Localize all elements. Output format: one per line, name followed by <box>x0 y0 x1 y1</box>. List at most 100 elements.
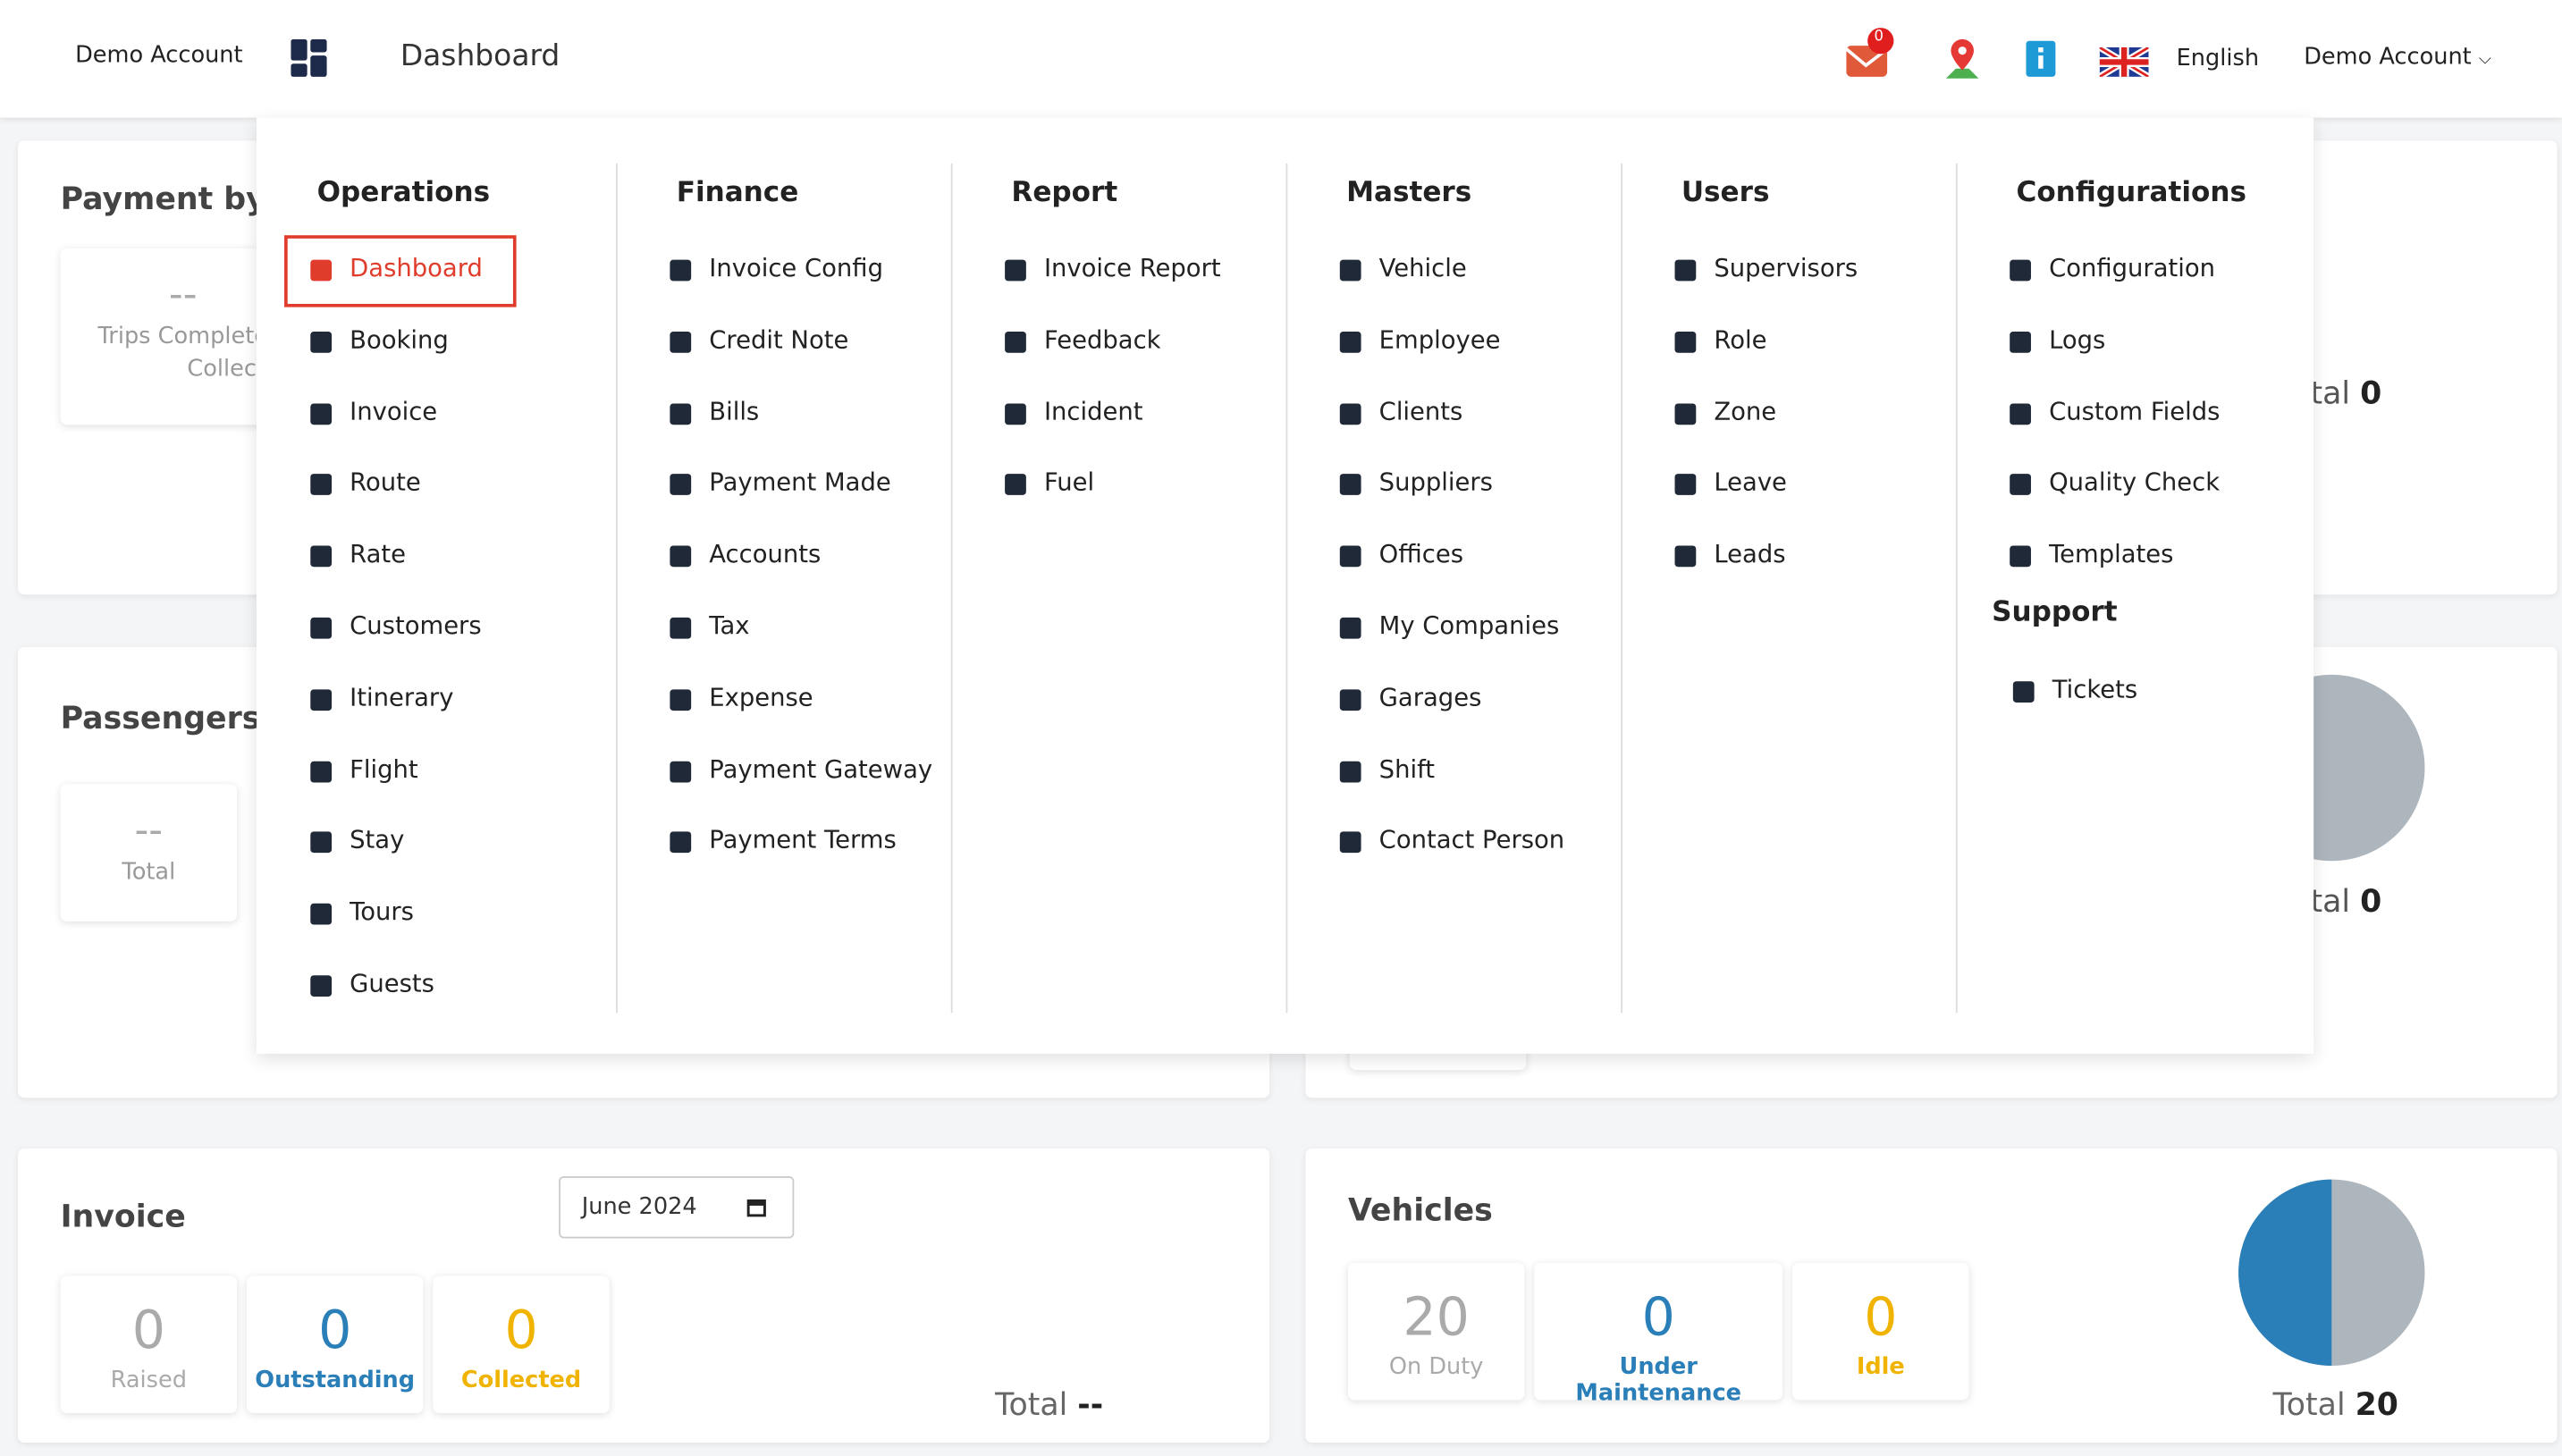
menu-icon <box>1674 331 1697 353</box>
menu-icon <box>1339 761 1361 782</box>
menu-item[interactable]: Employee <box>1378 324 1501 355</box>
menu-item[interactable]: Customers <box>350 610 482 641</box>
menu-item[interactable]: Credit Note <box>709 324 849 355</box>
menu-item[interactable]: Shift <box>1378 753 1436 784</box>
stat-value: 20 <box>1403 1285 1470 1348</box>
stat-label: On Duty <box>1388 1354 1484 1381</box>
menu-item[interactable]: Payment Terms <box>709 825 897 855</box>
menu-item[interactable]: Itinerary <box>350 682 454 712</box>
stat-box: 20 On Duty <box>1347 1262 1525 1401</box>
menu-item[interactable]: Invoice Config <box>709 253 883 283</box>
menu-icon <box>1339 832 1361 854</box>
menu-icon <box>2012 681 2035 703</box>
menu-item[interactable]: Offices <box>1378 539 1464 569</box>
menu-heading: Support <box>1992 596 2118 629</box>
menu-item[interactable]: Tours <box>350 896 414 927</box>
menu-icon <box>1674 402 1697 425</box>
total-label: Total 20 <box>2272 1387 2398 1423</box>
menu-item[interactable]: Quality Check <box>2049 467 2221 498</box>
user-menu[interactable]: Demo Account ⌵ <box>2304 44 2491 70</box>
total-value: 0 <box>2360 375 2382 412</box>
stat-value: 0 <box>504 1299 538 1361</box>
stat-value: 0 <box>1864 1285 1898 1348</box>
menu-icon <box>2010 474 2031 496</box>
menu-item[interactable]: Route <box>350 467 421 498</box>
menu-heading: Configurations <box>2016 176 2246 209</box>
menu-item[interactable]: Payment Gateway <box>709 753 933 784</box>
menu-item[interactable]: Leave <box>1714 467 1787 498</box>
total-value: 0 <box>2360 883 2382 921</box>
menu-item[interactable]: Incident <box>1043 396 1143 426</box>
menu-icon <box>670 545 692 568</box>
menu-item[interactable]: Custom Fields <box>2049 396 2221 426</box>
menu-item[interactable]: Expense <box>709 682 813 712</box>
active-highlight <box>284 235 517 307</box>
menu-icon <box>1005 259 1026 282</box>
stat-label: Under Maintenance <box>1575 1354 1741 1407</box>
menu-icon <box>2010 402 2031 425</box>
card-title: Payment by <box>60 181 266 218</box>
language[interactable]: English <box>2176 46 2260 72</box>
menu-item[interactable]: Feedback <box>1043 324 1161 355</box>
menu-item[interactable]: Configuration <box>2049 253 2216 283</box>
menu-item[interactable]: Vehicle <box>1378 253 1467 283</box>
menu-icon <box>1339 402 1361 425</box>
menu-icon <box>670 402 692 425</box>
menu-item[interactable]: Guests <box>350 968 434 998</box>
menu-icon <box>310 688 333 711</box>
menu-item[interactable]: Clients <box>1378 396 1463 426</box>
stat-label: Trips Complete <box>97 323 268 350</box>
total-value: 20 <box>2355 1386 2398 1424</box>
menu-icon <box>1339 688 1361 711</box>
menu-item[interactable]: Accounts <box>709 539 822 569</box>
menu-item[interactable]: Payment Made <box>709 467 891 498</box>
menu-icon <box>670 688 692 711</box>
pie-chart <box>2238 1179 2425 1367</box>
menu-item[interactable]: Supervisors <box>1714 253 1858 283</box>
stat-box: 0 Idle <box>1792 1262 1969 1401</box>
stat-label: Total <box>122 859 176 886</box>
top-bar: Demo Account Dashboard 0 English Demo Ac… <box>0 0 2562 118</box>
menu-item[interactable]: Templates <box>2049 539 2174 569</box>
menu-item[interactable]: Fuel <box>1043 467 1095 498</box>
stat-label: Outstanding <box>255 1367 416 1394</box>
menu-item[interactable]: Leads <box>1714 539 1786 569</box>
menu-item[interactable]: Invoice <box>350 396 438 426</box>
menu-item[interactable]: Dashboard <box>350 253 483 283</box>
menu-item[interactable]: Rate <box>350 539 407 569</box>
menu-icon <box>310 402 333 425</box>
menu-item[interactable]: Zone <box>1714 396 1777 426</box>
menu-icon <box>1339 545 1361 568</box>
menu-item[interactable]: Flight <box>350 753 418 784</box>
menu-heading: Masters <box>1346 176 1472 209</box>
flag-icon[interactable] <box>2099 47 2149 77</box>
mail-icon[interactable] <box>1843 26 1899 81</box>
menu-item[interactable]: My Companies <box>1378 610 1560 641</box>
stat-box: 0 Under Maintenance <box>1534 1262 1783 1407</box>
menu-item[interactable]: Bills <box>709 396 760 426</box>
menu-icon <box>670 617 692 639</box>
apps-icon[interactable] <box>291 38 330 79</box>
menu-item[interactable]: Tickets <box>2052 674 2138 704</box>
map-icon[interactable] <box>1943 36 1982 81</box>
menu-item[interactable]: Invoice Report <box>1043 253 1221 283</box>
menu-icon <box>1005 331 1026 353</box>
menu-item[interactable]: Tax <box>709 610 750 641</box>
menu-icon <box>670 331 692 353</box>
guide-icon[interactable] <box>2025 39 2058 82</box>
menu-icon <box>310 832 333 854</box>
menu-icon <box>1005 402 1026 425</box>
menu-item[interactable]: Suppliers <box>1378 467 1493 498</box>
menu-item[interactable]: Booking <box>350 324 449 355</box>
menu-item[interactable]: Contact Person <box>1378 825 1565 855</box>
column-divider <box>1955 163 1958 1014</box>
date-picker[interactable]: June 2024 <box>559 1176 795 1239</box>
menu-icon <box>1339 617 1361 639</box>
menu-item[interactable]: Garages <box>1378 682 1482 712</box>
menu-item[interactable]: Stay <box>350 825 405 855</box>
menu-item[interactable]: Role <box>1714 324 1767 355</box>
menu-item[interactable]: Logs <box>2049 324 2106 355</box>
stat-box: -- Total <box>60 784 238 922</box>
account-name[interactable]: Demo Account <box>75 42 243 69</box>
